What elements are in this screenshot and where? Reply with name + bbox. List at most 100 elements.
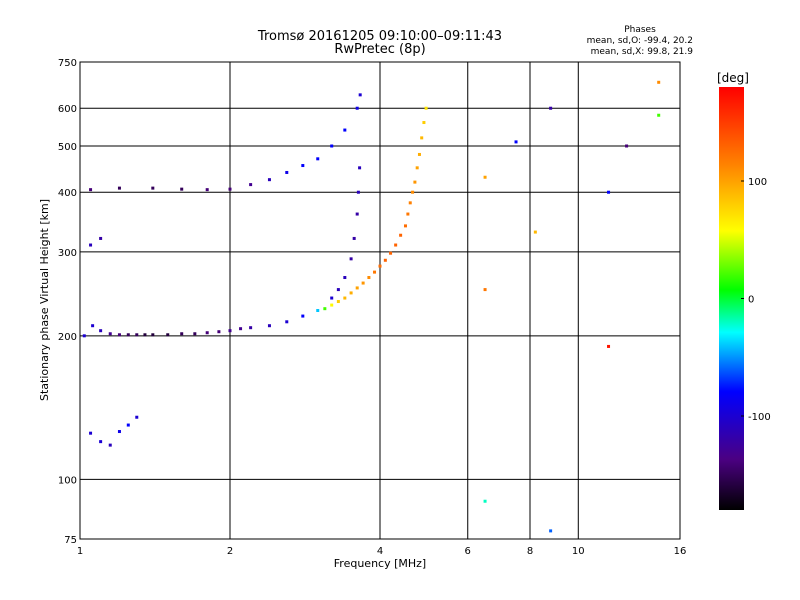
- data-point: [514, 140, 518, 144]
- data-point: [249, 326, 253, 330]
- data-point: [205, 331, 209, 335]
- data-point: [352, 236, 356, 240]
- data-point: [99, 440, 103, 444]
- data-point: [316, 157, 320, 161]
- data-point: [117, 430, 121, 434]
- data-point: [343, 276, 347, 280]
- y-tick-label: 400: [58, 188, 77, 199]
- y-tick-label: 100: [58, 475, 77, 486]
- data-point: [301, 314, 305, 318]
- data-point: [343, 296, 347, 300]
- x-tick-label: 16: [674, 546, 687, 557]
- data-point: [89, 243, 93, 247]
- data-point: [193, 332, 197, 336]
- data-point: [99, 236, 103, 240]
- data-point: [378, 264, 382, 268]
- data-point: [483, 499, 487, 503]
- data-point: [166, 333, 170, 337]
- data-point: [217, 330, 221, 334]
- data-point: [108, 332, 112, 336]
- colorbar-tick-label: -100: [748, 412, 771, 423]
- data-point: [355, 286, 359, 290]
- data-point: [89, 431, 93, 435]
- x-tick-label: 1: [77, 546, 83, 557]
- x-tick-labels: 1 2 4 6 8 10 16: [77, 546, 687, 557]
- data-point: [285, 170, 289, 174]
- data-point: [358, 166, 362, 170]
- data-point: [330, 303, 334, 307]
- data-point: [267, 324, 271, 328]
- colorbar-tick-label: 0: [748, 295, 754, 306]
- data-point: [403, 224, 407, 228]
- chart-subtitle: RwPretec (8p): [334, 42, 425, 57]
- data-point: [126, 333, 130, 337]
- data-point: [422, 121, 426, 125]
- data-points: [82, 80, 661, 533]
- data-point: [180, 187, 184, 191]
- x-tick-label: 2: [227, 546, 233, 557]
- data-point: [367, 276, 371, 280]
- phase-info: Phases mean, sd,O: -99.4, 20.2 mean, sd,…: [587, 25, 694, 57]
- data-point: [408, 201, 412, 205]
- data-point: [267, 178, 271, 182]
- phase-info-heading: Phases: [624, 25, 656, 35]
- y-tick-label: 600: [58, 104, 77, 115]
- data-point: [143, 333, 147, 337]
- data-point: [343, 128, 347, 132]
- x-axis-label: Frequency [MHz]: [334, 557, 426, 570]
- data-point: [420, 136, 424, 140]
- x-tick-label: 8: [527, 546, 533, 557]
- colorbar-tick-label: 100: [748, 177, 767, 188]
- data-point: [483, 175, 487, 179]
- data-point: [228, 329, 232, 333]
- data-point: [108, 443, 112, 447]
- data-point: [82, 334, 86, 338]
- x-tick-label: 4: [377, 546, 383, 557]
- data-point: [316, 308, 320, 312]
- data-point: [415, 166, 419, 170]
- data-point: [657, 80, 661, 84]
- data-point: [285, 320, 289, 324]
- data-point: [373, 270, 377, 274]
- phase-info-x: mean, sd,X: 99.8, 21.9: [591, 47, 694, 57]
- chart-title: Tromsø 20161205 09:10:00–09:11:43: [257, 29, 502, 44]
- data-point: [330, 296, 334, 300]
- y-tick-label: 500: [58, 142, 77, 153]
- y-axis-label: Stationary phase Virtual Height [km]: [38, 199, 51, 401]
- data-point: [383, 258, 387, 262]
- y-tick-label: 300: [58, 248, 77, 259]
- data-point: [483, 288, 487, 292]
- data-point: [549, 529, 553, 533]
- colorbar: [deg] -100 0 100: [717, 71, 771, 510]
- data-point: [99, 329, 103, 333]
- data-point: [399, 233, 403, 237]
- data-point: [228, 187, 232, 191]
- data-point: [135, 415, 139, 419]
- data-point: [239, 327, 243, 331]
- data-point: [625, 144, 629, 148]
- data-point: [117, 186, 121, 190]
- data-point: [417, 152, 421, 156]
- title-block: Tromsø 20161205 09:10:00–09:11:43 RwPret…: [257, 29, 502, 57]
- data-point: [89, 188, 93, 192]
- colorbar-label: [deg]: [717, 71, 749, 85]
- data-point: [151, 333, 155, 337]
- data-point: [355, 106, 359, 110]
- data-point: [406, 212, 410, 216]
- data-point: [135, 333, 139, 337]
- data-point: [389, 251, 393, 255]
- data-point: [356, 190, 360, 194]
- data-point: [349, 257, 353, 261]
- y-tick-label: 200: [58, 332, 77, 343]
- data-point: [336, 288, 340, 292]
- colorbar-gradient: [719, 87, 744, 510]
- data-point: [411, 190, 415, 194]
- data-point: [117, 333, 121, 337]
- data-point: [336, 300, 340, 304]
- grid-lines: [80, 62, 680, 539]
- data-point: [361, 281, 365, 285]
- data-point: [180, 332, 184, 336]
- data-point: [607, 344, 611, 348]
